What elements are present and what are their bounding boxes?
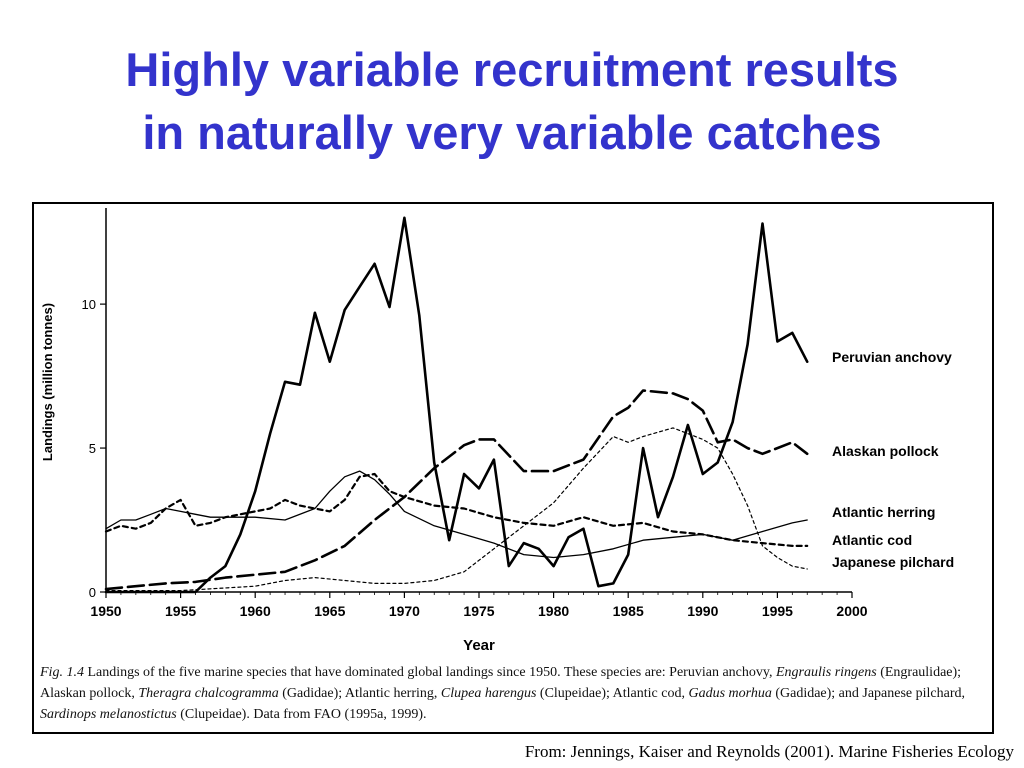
- x-tick-label: 2000: [836, 603, 867, 619]
- species-name: Theragra chalcogramma: [138, 686, 279, 701]
- x-tick-label: 1990: [687, 603, 718, 619]
- legend-label-atlantic-cod: Atlantic cod: [832, 532, 912, 548]
- legend-label-alaskan-pollock: Alaskan pollock: [832, 443, 939, 459]
- x-tick-label: 1965: [314, 603, 345, 619]
- caption-text: (Engraulidae); Alaskan pollock,: [40, 665, 962, 701]
- x-tick-label: 1960: [240, 603, 271, 619]
- series-line-atlantic-herring: [104, 472, 809, 547]
- caption-text: (Gadidae); Atlantic herring,: [282, 686, 438, 701]
- caption-text: (Gadidae); and Japanese pilchard,: [775, 686, 966, 701]
- x-tick-label: 1995: [762, 603, 793, 619]
- x-tick-label: 1970: [389, 603, 420, 619]
- y-tick-label: 5: [89, 441, 96, 456]
- chart-legend: Peruvian anchovy Alaskan pollock Atlantic …: [832, 349, 954, 570]
- x-tick-label: 1975: [463, 603, 494, 619]
- x-tick-label: 1955: [165, 603, 196, 619]
- title-line-1: Highly variable recruitment results: [125, 43, 899, 96]
- figure-caption: Fig. 1.4 Landings of the five marine spe…: [40, 662, 984, 725]
- legend-label-japanese-pilchard: Japanese pilchard: [832, 554, 954, 570]
- y-tick-label: 0: [89, 585, 96, 600]
- x-axis-title: Year: [463, 637, 495, 654]
- landings-chart: 1950 1955 1960 1965 1970 1975 1980 1985 1990 1995…: [40, 208, 954, 654]
- chart-axes: 1950 1955 1960 1965 1970 1975 1980 1985 1990 1995…: [40, 208, 868, 654]
- x-tick-label: 1950: [90, 603, 121, 619]
- chart-series: [104, 216, 809, 594]
- species-name: Engraulis ringens: [775, 665, 877, 680]
- caption-text: (Clupeidae);: [539, 686, 610, 701]
- species-name: Gadus morhua: [688, 686, 772, 701]
- species-name: Clupea harengus: [440, 686, 537, 701]
- y-tick-label: 10: [82, 297, 96, 312]
- caption-text: Atlantic cod,: [612, 686, 685, 701]
- x-tick-label: 1980: [538, 603, 569, 619]
- figure-frame: 1950 1955 1960 1965 1970 1975 1980 1985 1990 1995…: [32, 202, 994, 734]
- legend-label-peruvian-anchovy: Peruvian anchovy: [832, 349, 952, 365]
- series-line-peruvian-anchovy: [104, 216, 809, 594]
- x-tick-label: 1985: [613, 603, 644, 619]
- y-axis-title: Landings (million tonnes): [40, 303, 55, 461]
- source-credit: From: Jennings, Kaiser and Reynolds (200…: [524, 742, 1014, 761]
- caption-text: Landings of the five marine species that…: [87, 665, 773, 680]
- caption-text: (Clupeidae). Data from FAO (1995a, 1999)…: [180, 707, 427, 722]
- series-line-alaskan-pollock: [104, 389, 809, 591]
- species-name: Sardinops melanostictus: [40, 707, 177, 722]
- caption-label: Fig. 1.4: [40, 665, 84, 680]
- legend-label-atlantic-herring: Atlantic herring: [832, 504, 935, 520]
- slide-title: Highly variable recruitment results in na…: [0, 38, 1024, 164]
- title-line-2: in naturally very variable catches: [142, 106, 882, 159]
- series-line-atlantic-cod: [105, 470, 808, 559]
- series-line-japanese-pilchard: [105, 427, 808, 592]
